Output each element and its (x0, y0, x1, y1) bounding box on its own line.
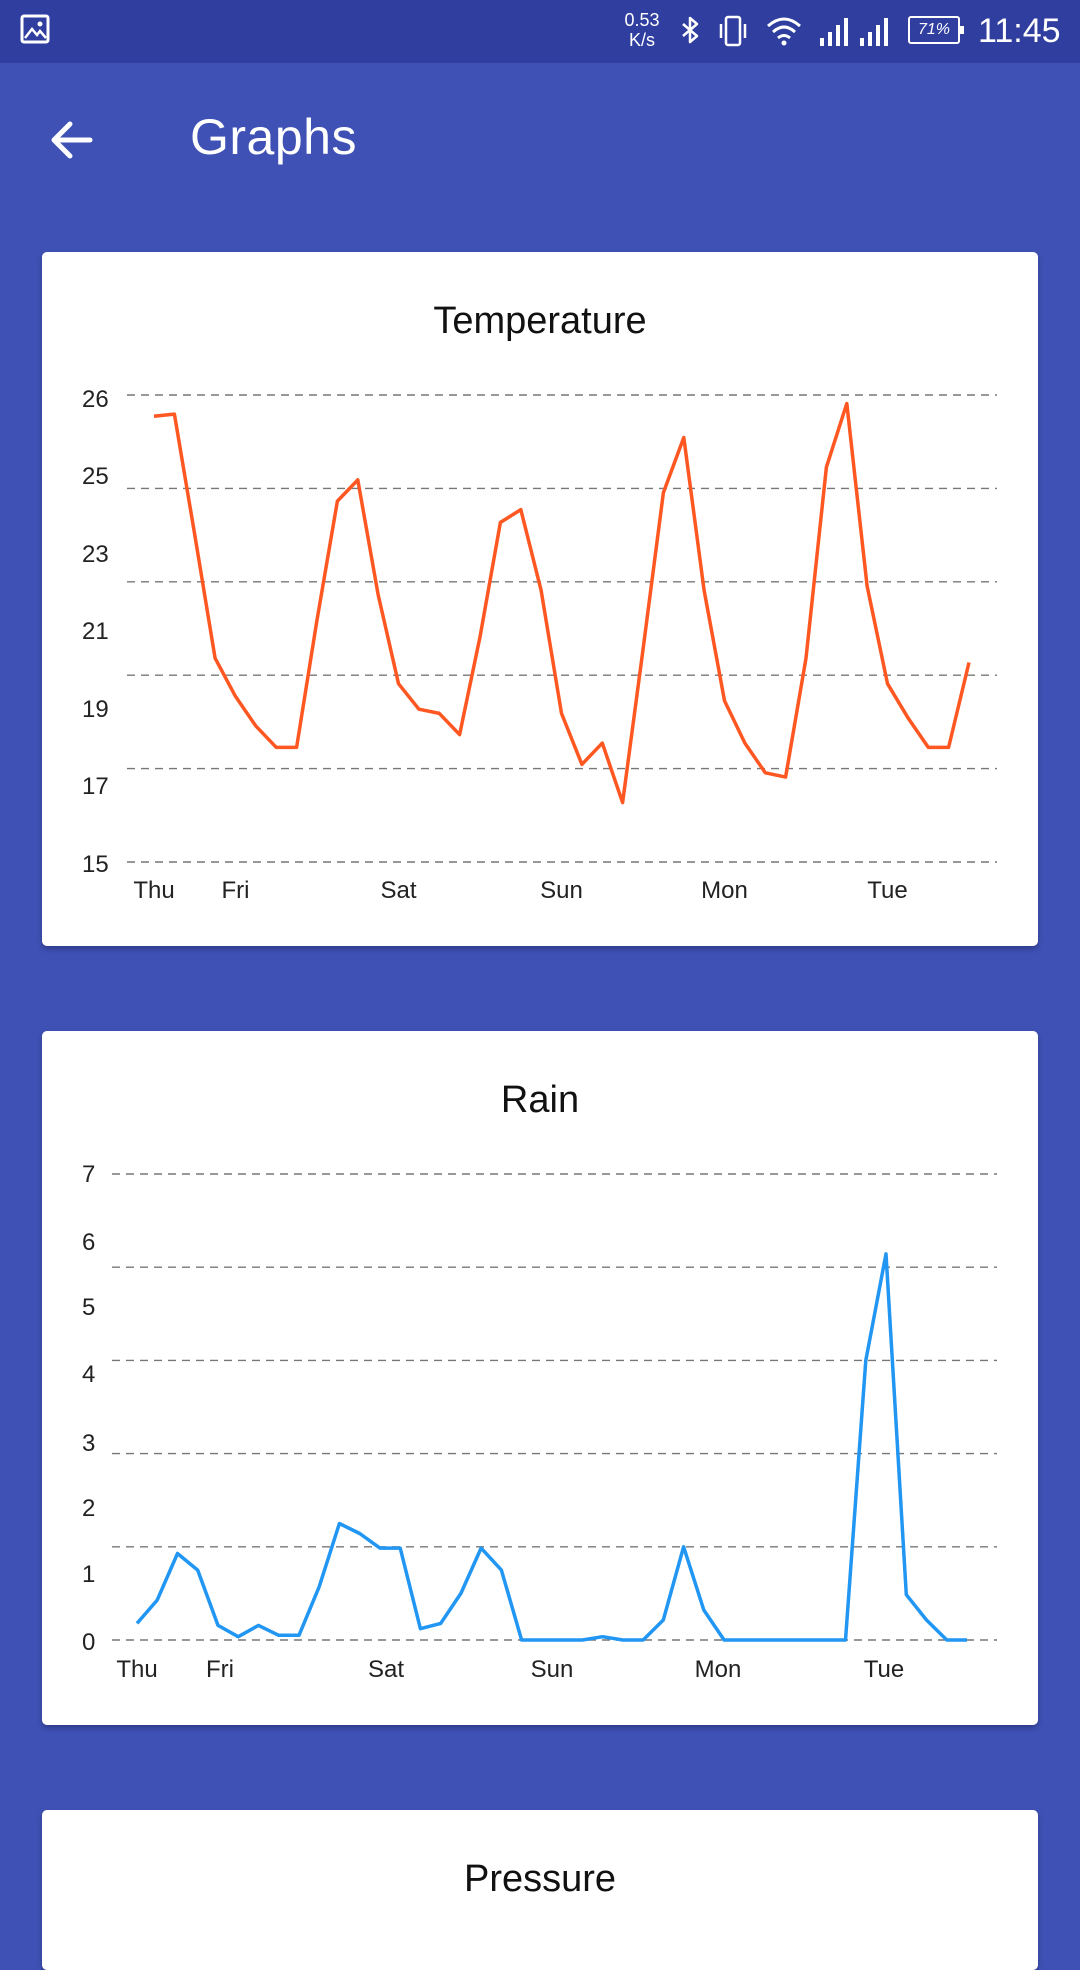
status-icons (678, 14, 903, 55)
rain-y-tick-label: 5 (82, 1294, 95, 1321)
pressure-card: Pressure (42, 1810, 1038, 1970)
temperature-x-tick-label: Tue (867, 877, 907, 904)
temperature-y-tick-label: 19 (82, 696, 109, 723)
back-button[interactable] (44, 113, 100, 169)
rain-chart: 0 1 2 3 4 5 6 7 Thu Fri Sat Sun Mon Tue (42, 1031, 1038, 1725)
temperature-x-tick-label: Thu (133, 877, 174, 904)
rain-x-tick-label: Tue (864, 1656, 904, 1683)
signal-icon (820, 18, 848, 46)
rain-x-tick-label: Sat (368, 1656, 404, 1683)
signal-icon-2 (860, 18, 888, 46)
vibrate-icon (721, 17, 745, 45)
network-speed-value: 0.53 (615, 10, 669, 30)
temperature-y-tick-label: 26 (82, 386, 109, 413)
rain-y-tick-label: 3 (82, 1430, 95, 1457)
temperature-series-line (154, 404, 969, 803)
rain-y-tick-label: 1 (82, 1561, 95, 1588)
app-bar: Graphs (0, 63, 1080, 213)
temperature-y-tick-label: 17 (82, 773, 109, 800)
rain-series-line (137, 1254, 967, 1640)
network-speed: 0.53 K/s (615, 10, 669, 50)
rain-x-tick-label: Fri (206, 1656, 234, 1683)
temperature-y-tick-label: 21 (82, 618, 109, 645)
temperature-x-tick-label: Sat (380, 877, 416, 904)
rain-y-tick-label: 4 (82, 1361, 95, 1388)
temperature-y-tick-label: 15 (82, 851, 109, 878)
temperature-x-tick-label: Mon (701, 877, 748, 904)
page-title: Graphs (190, 108, 357, 166)
temperature-x-tick-label: Fri (222, 877, 250, 904)
bluetooth-icon (683, 18, 697, 42)
arrow-back-icon (44, 113, 100, 169)
temperature-x-tick-label: Sun (540, 877, 583, 904)
rain-y-tick-label: 7 (82, 1161, 95, 1188)
network-speed-unit: K/s (615, 30, 669, 50)
status-bar: 0.53 K/s (0, 0, 1080, 63)
rain-y-tick-label: 6 (82, 1229, 95, 1256)
pressure-title: Pressure (42, 1858, 1038, 1901)
rain-y-tick-label: 0 (82, 1629, 95, 1656)
rain-x-tick-label: Sun (531, 1656, 574, 1683)
temperature-chart: 15 17 19 21 23 25 26 Thu Fri Sat Sun Mon Tue (42, 252, 1038, 946)
battery-indicator: 71% (908, 16, 960, 44)
temperature-y-tick-label: 25 (82, 463, 109, 490)
wifi-icon (768, 19, 800, 46)
rain-y-tick-label: 2 (82, 1495, 95, 1522)
gallery-icon (20, 14, 50, 49)
status-time: 11:45 (978, 12, 1061, 51)
rain-x-tick-label: Thu (116, 1656, 157, 1683)
rain-x-tick-label: Mon (695, 1656, 742, 1683)
temperature-y-tick-label: 23 (82, 541, 109, 568)
